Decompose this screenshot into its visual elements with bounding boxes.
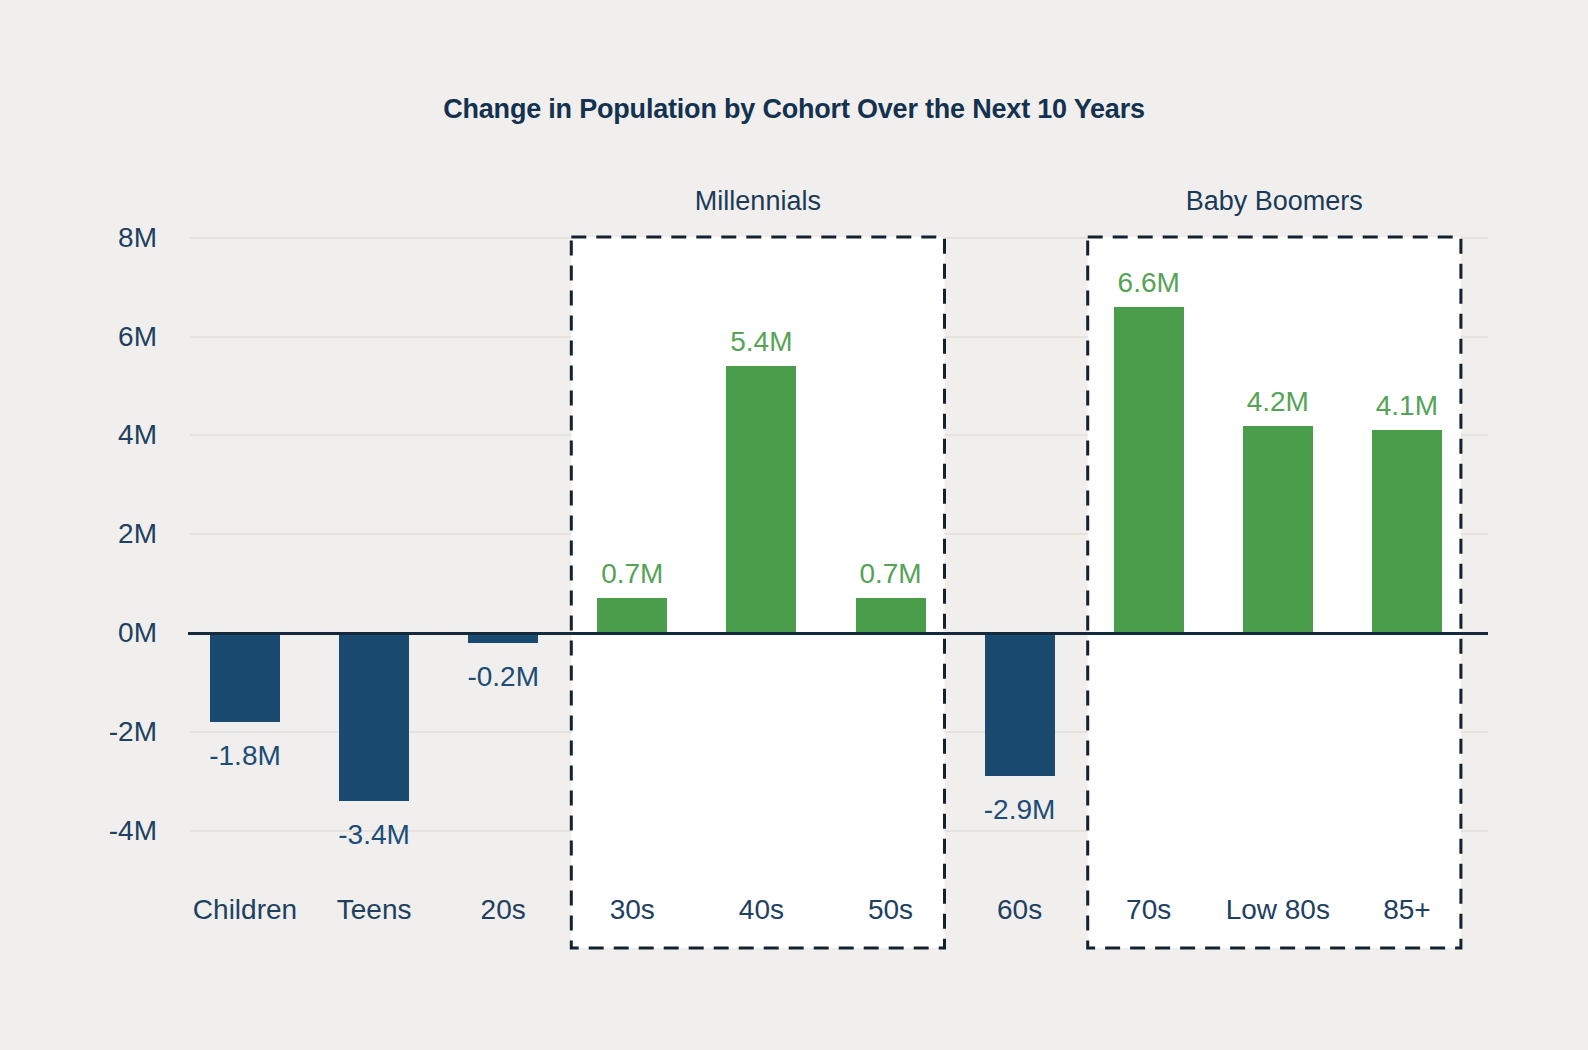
bar-value-label: -1.8M [165,738,325,774]
bar-children [210,633,280,722]
bar-value-label: 0.7M [811,556,971,592]
bar-85plus [1372,430,1442,633]
bar-40s [726,366,796,633]
chart-canvas: Change in Population by Cohort Over the … [0,0,1588,1050]
bar-60s [985,633,1055,776]
bar-value-label: 5.4M [681,324,841,360]
x-axis-zero-line [188,632,1488,635]
group-label-baby-boomers: Baby Boomers [1088,183,1461,219]
x-tick-label: 85+ [1322,892,1492,928]
bar-value-label: 6.6M [1069,265,1229,301]
bar-value-label: 0.7M [552,556,712,592]
bar-30s [597,598,667,633]
bar-50s [856,598,926,633]
bar-teens [339,633,409,801]
bar-value-label: -0.2M [423,659,583,695]
bar-low-80s [1243,426,1313,633]
bar-value-label: -3.4M [294,817,454,853]
bar-value-label: 4.1M [1327,388,1487,424]
bar-70s [1114,307,1184,633]
group-label-millennials: Millennials [571,183,944,219]
bar-value-label: -2.9M [940,792,1100,828]
